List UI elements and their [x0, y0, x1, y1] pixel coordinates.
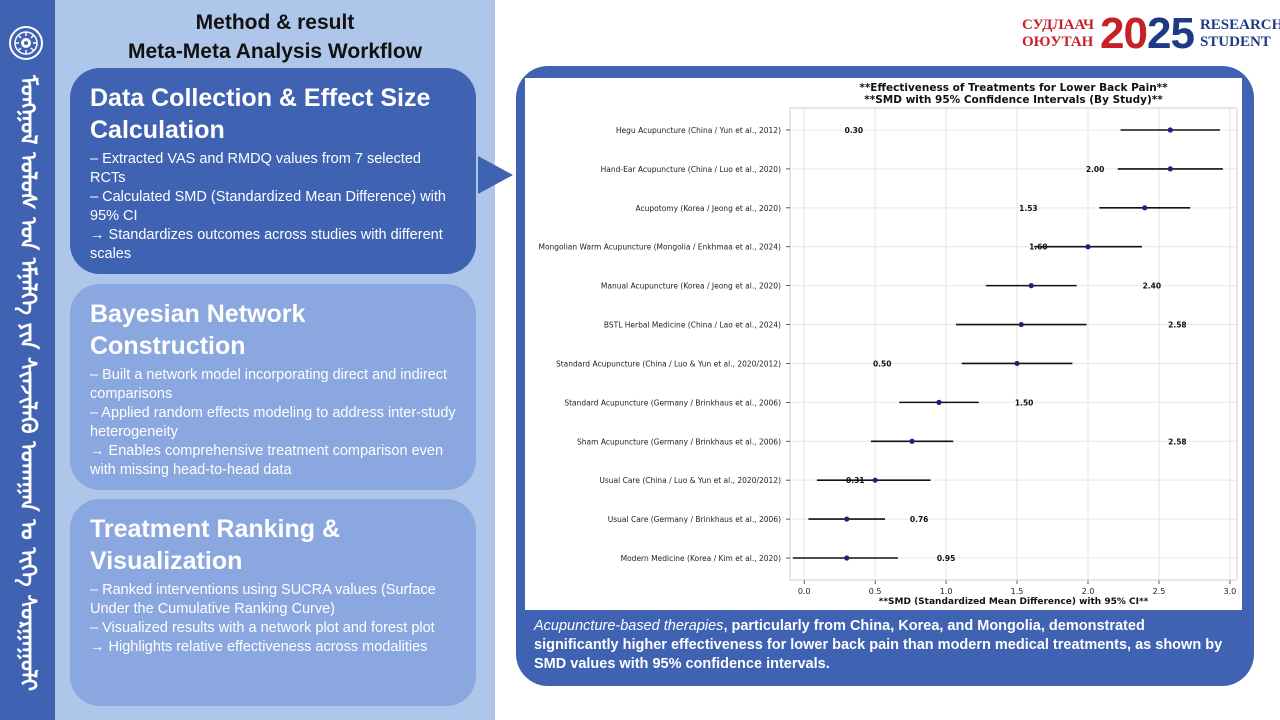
smd-point	[1028, 283, 1034, 289]
caption-text: , particularly from China, Korea, and Mo…	[534, 618, 1223, 672]
smd-point	[1142, 205, 1148, 211]
smd-annotation: 1.50	[1015, 398, 1034, 407]
forest-plot: **Effectiveness of Treatments for Lower …	[525, 78, 1242, 610]
brand-right-top: RESEARCHER	[1199, 17, 1280, 33]
brand-right-text: RESEARCHER STUDENT	[1200, 17, 1280, 51]
card-title: Bayesian Network Construction	[90, 300, 306, 360]
study-label: BSTL Herbal Medicine (China / Lao et al.…	[604, 321, 781, 330]
card-title: Data Collection & Effect Size Calculatio…	[90, 84, 431, 144]
chart-title: **Effectiveness of Treatments for Lower …	[859, 82, 1168, 94]
study-label: Standard Acupuncture (China / Luo & Yun …	[556, 359, 781, 368]
study-label: Modern Medicine (Korea / Kim et al., 202…	[621, 554, 781, 563]
study-label: Usual Care (China / Luo & Yun et al., 20…	[599, 476, 781, 485]
smd-point	[1167, 166, 1173, 172]
panel-title-line1: Method & result	[195, 11, 355, 34]
smd-point	[936, 399, 942, 405]
brand-left-bottom: ОЮУТАН	[1022, 34, 1094, 50]
study-label: Hegu Acupuncture (China / Yun et al., 20…	[616, 126, 781, 135]
card-line: → Enables comprehensive treatment compar…	[90, 443, 444, 478]
smd-annotation: 0.31	[846, 476, 865, 485]
card-data-collection: Data Collection & Effect Size Calculatio…	[70, 68, 476, 274]
smd-point	[1014, 360, 1020, 367]
smd-point	[1167, 127, 1173, 133]
x-tick-label: 1.0	[940, 587, 953, 596]
chart-subtitle: **SMD with 95% Confidence Intervals (By …	[864, 94, 1163, 106]
emblem-graphic	[14, 31, 38, 55]
panel-title: Method & result Meta-Meta Analysis Workf…	[55, 8, 495, 66]
smd-point	[844, 516, 850, 522]
smd-point	[909, 438, 915, 444]
card-line: – Applied random effects modeling to add…	[90, 405, 456, 440]
x-tick-label: 0.0	[798, 587, 811, 596]
card-bayesian-network: Bayesian Network Construction – Built a …	[70, 284, 476, 490]
card-line: – Ranked interventions using SUCRA value…	[90, 582, 436, 617]
x-tick-label: 3.0	[1224, 587, 1237, 596]
smd-annotation: 2.58	[1168, 321, 1187, 330]
smd-annotation: 0.50	[873, 359, 892, 368]
study-label: Sham Acupuncture (Germany / Brinkhaus et…	[577, 437, 781, 446]
x-tick-label: 1.5	[1011, 587, 1024, 596]
method-panel: Method & result Meta-Meta Analysis Workf…	[55, 0, 495, 720]
smd-annotation: 2.58	[1168, 437, 1187, 446]
x-axis-label: **SMD (Standardized Mean Difference) wit…	[879, 597, 1149, 607]
card-line: → Highlights relative effectiveness acro…	[90, 639, 428, 655]
brand-year-b: 25	[1146, 9, 1195, 58]
smd-point	[844, 555, 850, 561]
x-tick-label: 0.5	[869, 587, 882, 596]
smd-annotation: 0.95	[937, 554, 956, 563]
study-label: Mongolian Warm Acupuncture (Mongolia / E…	[538, 243, 781, 252]
brand-year-a: 20	[1100, 9, 1148, 58]
study-label: Acupotomy (Korea / Jeong et al., 2020)	[636, 204, 782, 213]
card-line: – Calculated SMD (Standardized Mean Diff…	[90, 189, 446, 224]
brand-logo: СУДЛААЧ ОЮУТАН 2025 RESEARCHER STUDENT	[1022, 10, 1280, 58]
smd-annotation: 2.00	[1086, 165, 1105, 174]
arrow-right-icon	[478, 156, 513, 194]
smd-annotation: 0.30	[845, 126, 864, 135]
study-label: Hand-Ear Acupuncture (China / Luo et al.…	[601, 165, 781, 174]
brand-left-text: СУДЛААЧ ОЮУТАН	[1022, 17, 1094, 51]
smd-point	[1018, 321, 1024, 328]
card-line: – Built a network model incorporating di…	[90, 367, 448, 402]
card-line: – Visualized results with a network plot…	[90, 620, 435, 636]
card-line: – Extracted VAS and RMDQ values from 7 s…	[90, 151, 421, 186]
smd-point	[872, 477, 878, 483]
card-line: → Standardizes outcomes across studies w…	[90, 227, 443, 262]
smd-annotation: 1.53	[1019, 204, 1038, 213]
x-tick-label: 2.0	[1082, 587, 1095, 596]
result-caption: Acupuncture-based therapies, particularl…	[534, 617, 1224, 674]
caption-italic: Acupuncture-based therapies	[534, 618, 724, 634]
card-treatment-ranking: Treatment Ranking & Visualization – Rank…	[70, 499, 476, 706]
left-strip: ᠮᠣᠩᠭᠣᠯ ᠤᠯᠤᠰ ᠤᠨ ᠡᠮᠨᠡᠯᠭᠡ ᠶᠢᠨ ᠰᠢᠨᠵᠢᠯᠡᠬᠦ ᠤᠬᠠ…	[0, 0, 55, 720]
study-label: Manual Acupuncture (Korea / Jeong et al.…	[601, 282, 781, 291]
mongolian-vertical-text: ᠮᠣᠩᠭᠣᠯ ᠤᠯᠤᠰ ᠤᠨ ᠡᠮᠨᠡᠯᠭᠡ ᠶᠢᠨ ᠰᠢᠨᠵᠢᠯᠡᠬᠦ ᠤᠬᠠ…	[15, 75, 41, 692]
smd-annotation: 2.40	[1143, 282, 1162, 291]
emblem-icon	[9, 26, 43, 60]
smd-annotation: 1.60	[1029, 243, 1048, 252]
plot-frame	[789, 107, 1238, 581]
card-title: Treatment Ranking & Visualization	[90, 515, 341, 575]
brand-left-top: СУДЛААЧ	[1022, 17, 1095, 33]
panel-title-line2: Meta-Meta Analysis Workflow	[127, 40, 423, 63]
forest-plot-svg: **Effectiveness of Treatments for Lower …	[538, 82, 1238, 607]
x-tick-label: 2.5	[1153, 587, 1166, 596]
study-label: Standard Acupuncture (Germany / Brinkhau…	[564, 398, 781, 407]
smd-point	[1085, 244, 1091, 250]
brand-right-bottom: STUDENT	[1199, 34, 1271, 50]
brand-year: 2025	[1100, 9, 1195, 58]
study-label: Usual Care (Germany / Brinkhaus et al., …	[608, 515, 781, 524]
smd-annotation: 0.76	[910, 515, 929, 524]
